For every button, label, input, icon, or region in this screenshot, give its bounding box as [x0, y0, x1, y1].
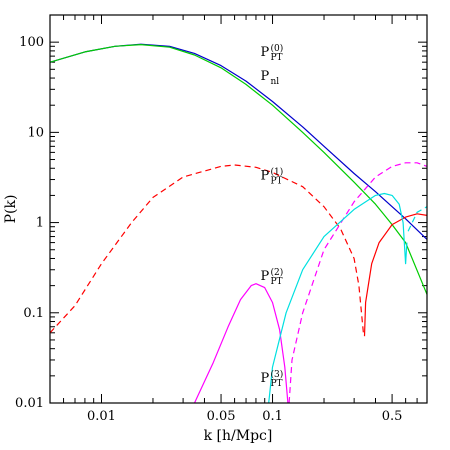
axis-ticks — [49, 14, 428, 404]
series-line — [288, 162, 427, 403]
series-line — [407, 206, 427, 232]
series-line — [50, 164, 364, 334]
curve-label-sup: (0) — [270, 43, 283, 54]
curve-label-main: P — [260, 169, 269, 184]
curve-label-sup: (3) — [270, 369, 283, 380]
curve-label-sub: PT — [270, 177, 282, 187]
curve-label: P PT(3) — [260, 369, 283, 389]
curve-label-main: P — [260, 269, 269, 284]
curve-label-sub: PT — [270, 379, 282, 389]
curve-label-main: P — [260, 371, 269, 386]
curve-label: P PT(1) — [260, 167, 283, 187]
curve-annotations: P PT(0)P nlP PT(1)P PT(2)P PT(3) — [260, 43, 283, 389]
x-axis-title: k [h/Mpc] — [204, 428, 273, 444]
x-tick-label: 0.5 — [382, 409, 403, 424]
plot-frame — [49, 14, 428, 404]
x-tick-label: 0.05 — [207, 409, 236, 424]
y-tick-label: 0.01 — [15, 396, 44, 411]
x-tick-label: 0.01 — [87, 409, 116, 424]
tick-labels: 0.01 0.05 0.1 0.5 0.01 0.1 1 10 100 — [15, 35, 402, 424]
curve-label-sup: (2) — [270, 267, 283, 278]
curve-label-main: P — [260, 69, 269, 84]
y-tick-label: 0.1 — [23, 306, 44, 321]
series-line — [193, 283, 289, 403]
series-line — [363, 213, 427, 337]
curves — [50, 43, 427, 403]
series-line — [50, 44, 427, 295]
curve-label: P PT(2) — [260, 267, 283, 287]
y-tick-label: 1 — [36, 216, 44, 231]
y-axis-title: P(k) — [3, 195, 19, 224]
curve-label-sub: PT — [270, 277, 282, 287]
y-tick-label: 100 — [19, 35, 44, 50]
x-tick-label: 0.1 — [262, 409, 283, 424]
curve-label-sub: PT — [270, 53, 282, 63]
curve-label-main: P — [260, 45, 269, 60]
series-line — [268, 192, 408, 403]
curve-label: P PT(0) — [260, 43, 283, 63]
curve-label-sup: (1) — [270, 167, 283, 178]
curve-label-sub: nl — [270, 77, 279, 87]
y-tick-label: 10 — [27, 125, 44, 140]
